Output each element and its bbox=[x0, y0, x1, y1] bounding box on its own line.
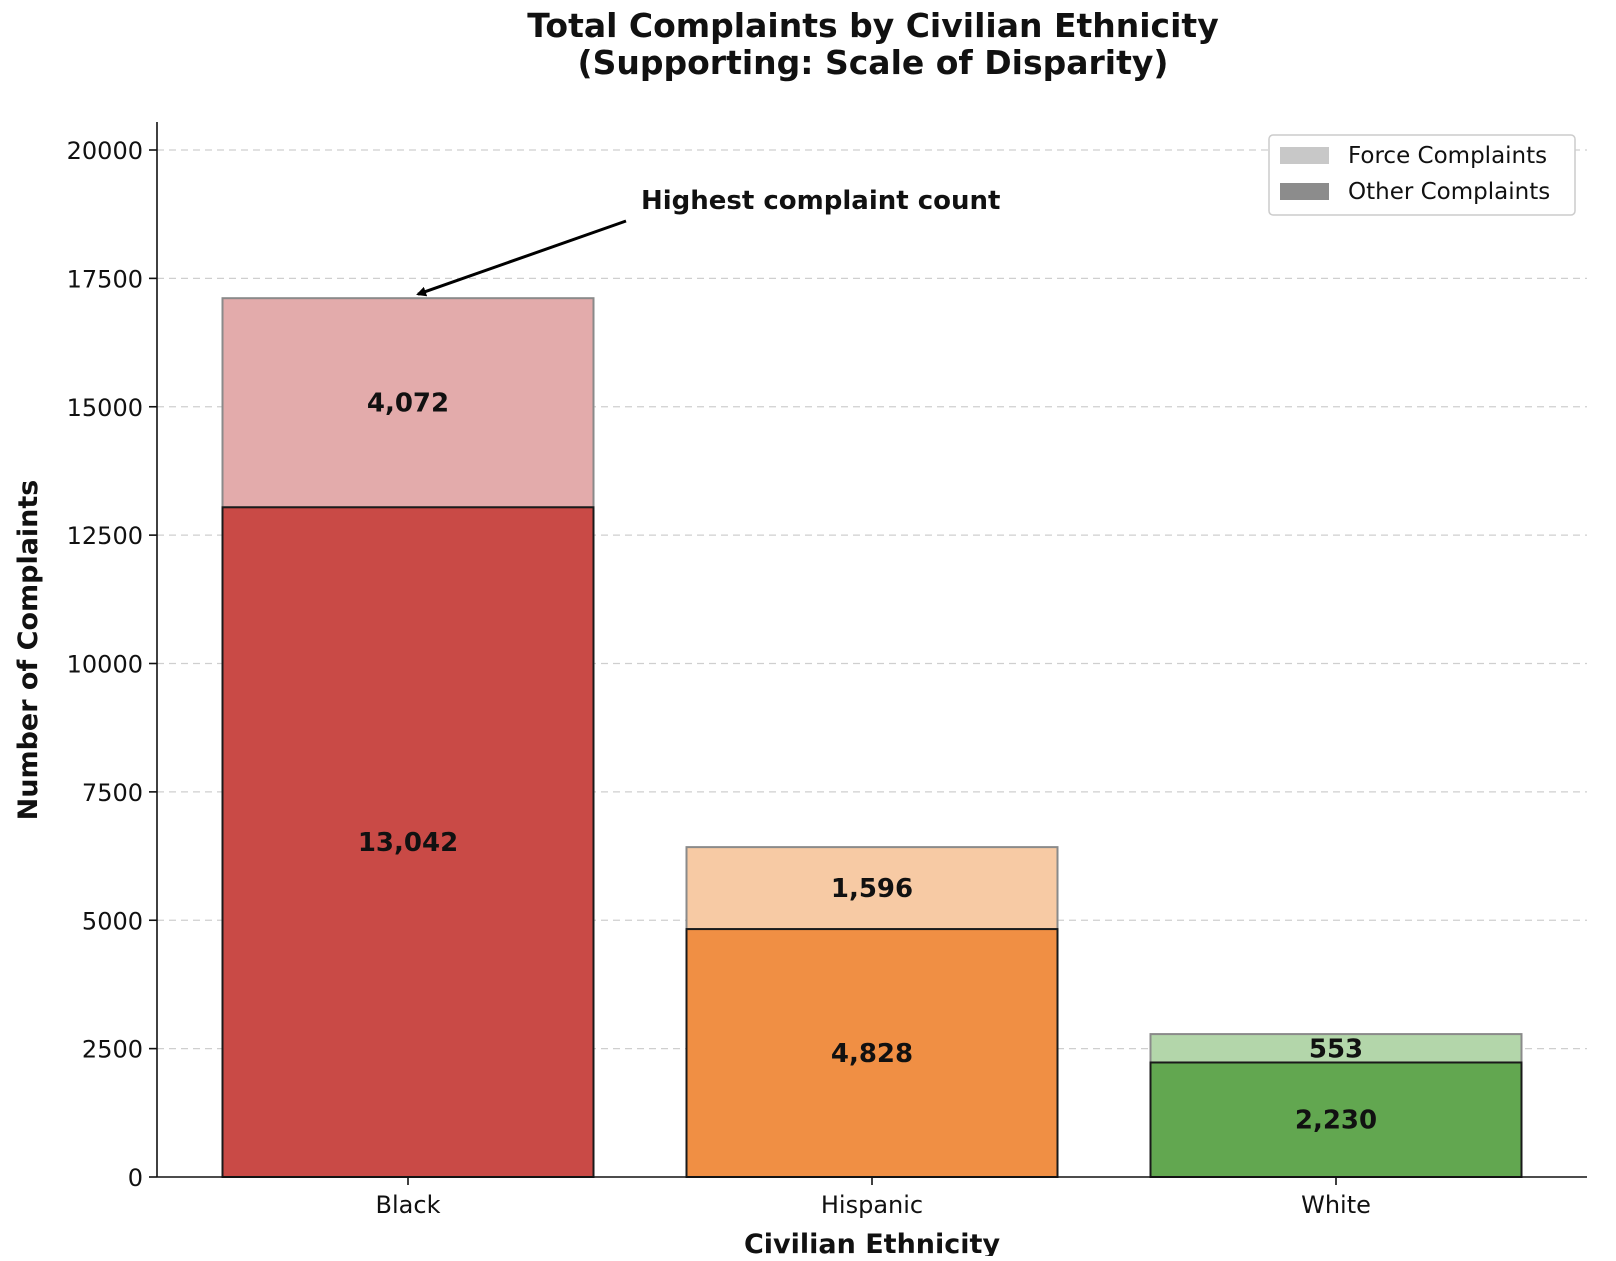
legend-label-other: Other Complaints bbox=[1348, 179, 1550, 205]
x-tick-label: White bbox=[1301, 1191, 1371, 1219]
legend-swatch-force bbox=[1280, 147, 1329, 164]
x-tick-label: Black bbox=[376, 1191, 441, 1219]
bars: 13,042 4,072 4,828 1,596 2,230 553 bbox=[221, 297, 1523, 1179]
annotation-arrow bbox=[416, 219, 627, 297]
y-tick-label: 17500 bbox=[67, 265, 143, 293]
x-axis-label: Civilian Ethnicity bbox=[744, 1229, 1000, 1256]
bar-other-white bbox=[1149, 1061, 1523, 1178]
legend-swatch-other bbox=[1280, 183, 1329, 200]
y-axis-ticks: 0 2500 5000 7500 10000 12500 15000 17500 20000 bbox=[67, 137, 157, 1192]
bar-force-hispanic bbox=[685, 846, 1059, 931]
y-tick-label: 12500 bbox=[67, 522, 143, 550]
chart-title: Total Complaints by Civilian Ethnicity bbox=[527, 6, 1218, 45]
y-tick-label: 15000 bbox=[67, 394, 143, 422]
y-tick-label: 20000 bbox=[67, 137, 143, 165]
bar-label-other: 13,042 bbox=[358, 828, 458, 858]
annotation-text: Highest complaint count bbox=[641, 186, 1000, 216]
bar-other-hispanic bbox=[685, 928, 1059, 1179]
bar-label-force: 1,596 bbox=[831, 874, 913, 904]
legend: Force Complaints Other Complaints bbox=[1268, 134, 1576, 216]
y-tick-label: 7500 bbox=[82, 779, 143, 807]
y-tick-label: 10000 bbox=[67, 651, 143, 679]
x-axis-ticks: Black Hispanic White bbox=[376, 1177, 1371, 1219]
x-tick-label: Hispanic bbox=[821, 1191, 923, 1219]
y-axis-label: Number of Complaints bbox=[13, 480, 44, 821]
legend-box bbox=[1268, 134, 1576, 216]
bar-label-force: 4,072 bbox=[367, 389, 449, 419]
bar-label-force: 553 bbox=[1309, 1034, 1363, 1064]
y-tick-label: 0 bbox=[128, 1164, 143, 1192]
y-tick-label: 5000 bbox=[82, 907, 143, 935]
chart-subtitle: (Supporting: Scale of Disparity) bbox=[578, 43, 1169, 82]
bar-label-other: 2,230 bbox=[1295, 1106, 1377, 1136]
legend-label-force: Force Complaints bbox=[1348, 143, 1547, 169]
bar-force-black bbox=[221, 297, 595, 509]
bar-force-white bbox=[1149, 1033, 1523, 1064]
y-tick-label: 2500 bbox=[82, 1036, 143, 1064]
bar-label-other: 4,828 bbox=[831, 1039, 913, 1069]
